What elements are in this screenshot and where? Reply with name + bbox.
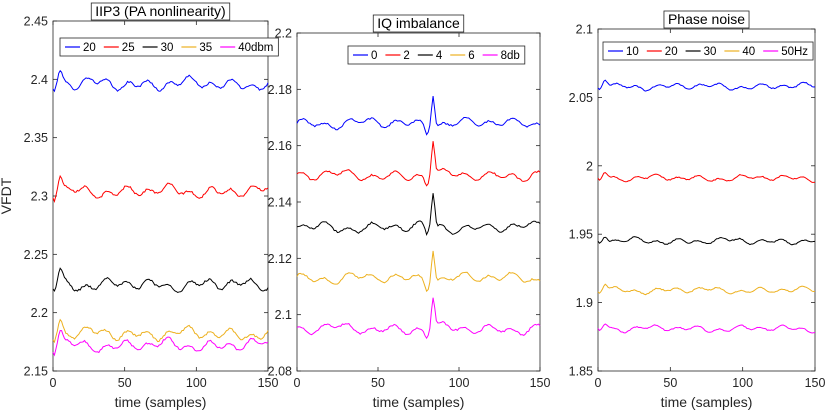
series-line-20 <box>597 172 816 183</box>
legend: 0 2 4 6 8db <box>347 45 526 65</box>
x-tick-label: 50 <box>371 376 385 390</box>
legend-label: 6 <box>468 50 474 62</box>
x-tick-label: 0 <box>50 376 57 390</box>
legend-label: 30 <box>704 46 717 58</box>
x-tick-label: 100 <box>732 376 753 390</box>
y-tick-label: 2.12 <box>268 252 292 266</box>
series-line-40 <box>597 283 816 296</box>
y-tick-label: 1.85 <box>569 365 593 379</box>
x-axis-label: time (samples) <box>115 394 207 410</box>
series-line-50Hz <box>597 323 816 334</box>
y-tick-label: 2.2 <box>31 306 48 320</box>
series-line-8db <box>296 297 541 340</box>
legend-label: 10 <box>626 46 639 58</box>
series-line-20 <box>52 69 269 93</box>
y-tick-label: 2.3 <box>31 190 48 204</box>
y-tick-label: 2.16 <box>268 139 292 153</box>
legend-label: 40 <box>742 46 755 58</box>
series-line-10 <box>597 79 816 92</box>
legend-label: 20 <box>665 46 678 58</box>
x-tick-label: 100 <box>186 376 207 390</box>
chart-title: IIP3 (PA nonlinearity) <box>95 3 225 19</box>
y-tick-label: 2.14 <box>268 196 292 210</box>
y-axis-label: VFDT <box>0 177 14 214</box>
chart-title: IQ imbalance <box>377 15 460 31</box>
y-tick-label: 2.25 <box>24 248 48 262</box>
plot-area <box>597 28 816 372</box>
chart-title-box <box>90 2 231 21</box>
y-tick-label: 2.1 <box>576 23 593 37</box>
legend-label: 8db <box>501 50 520 62</box>
x-tick-label: 0 <box>595 376 602 390</box>
y-tick-label: 2.4 <box>31 73 48 87</box>
legend-label: 25 <box>122 42 135 54</box>
chart-panel-2: 0 50 100 150 1.85 1.9 1.95 2 2.05 2.1 time (sample… <box>569 10 826 410</box>
legend-label: 50Hz <box>781 46 808 58</box>
x-tick-label: 50 <box>118 376 132 390</box>
series-line-0 <box>296 96 541 136</box>
chart-title-box <box>372 14 465 33</box>
legend-label: 20 <box>83 42 96 54</box>
legend-label: 4 <box>436 50 443 62</box>
series-line-30 <box>597 236 816 246</box>
x-axis-label: time (samples) <box>373 394 465 410</box>
y-tick-label: 1.9 <box>576 296 593 310</box>
series-line-6 <box>296 250 541 293</box>
legend-label: 30 <box>161 42 174 54</box>
y-tick-label: 2.08 <box>268 365 292 379</box>
x-tick-label: 150 <box>530 376 551 390</box>
y-tick-label: 1.95 <box>569 228 593 242</box>
series-line-30 <box>52 267 269 293</box>
y-tick-label: 2 <box>586 159 593 173</box>
x-axis-label: time (samples) <box>661 394 753 410</box>
legend-label: 2 <box>403 50 409 62</box>
legend-label: 0 <box>371 50 377 62</box>
legend-box <box>347 45 526 65</box>
x-tick-label: 150 <box>805 376 826 390</box>
legend-box <box>59 37 279 57</box>
x-tick-label: 0 <box>294 376 301 390</box>
y-tick-label: 2.18 <box>268 83 292 97</box>
plot-area <box>296 32 541 372</box>
series-line-35 <box>52 318 269 344</box>
chart-panel-1: 0 50 100 150 2.08 2.1 2.12 2.14 2.16 2.18 2.2 time … <box>268 14 551 410</box>
series-line-4 <box>296 193 541 237</box>
chart-panel-0: 0 50 100 150 2.15 2.2 2.25 2.3 2.35 2.4 2.45 time (… <box>0 2 279 410</box>
x-tick-label: 100 <box>449 376 470 390</box>
y-tick-label: 2.05 <box>569 91 593 105</box>
legend: 20 25 30 35 40dbm <box>59 37 279 57</box>
y-tick-label: 2.45 <box>24 15 48 29</box>
legend: 10 20 30 40 50Hz <box>602 41 814 61</box>
series-line-2 <box>296 141 541 187</box>
series-line-25 <box>52 174 269 203</box>
chart-title-box <box>663 10 750 29</box>
y-tick-label: 2.1 <box>275 308 292 322</box>
legend-label: 35 <box>199 42 212 54</box>
series-line-40dbm <box>52 329 269 357</box>
plot-area <box>52 20 269 372</box>
x-tick-label: 50 <box>663 376 677 390</box>
y-tick-label: 2.2 <box>275 27 292 41</box>
legend-box <box>602 41 814 61</box>
y-tick-label: 2.15 <box>24 365 48 379</box>
chart-title: Phase noise <box>668 11 745 27</box>
legend-label: 40dbm <box>238 42 273 54</box>
y-tick-label: 2.35 <box>24 131 48 145</box>
x-tick-label: 150 <box>258 376 279 390</box>
